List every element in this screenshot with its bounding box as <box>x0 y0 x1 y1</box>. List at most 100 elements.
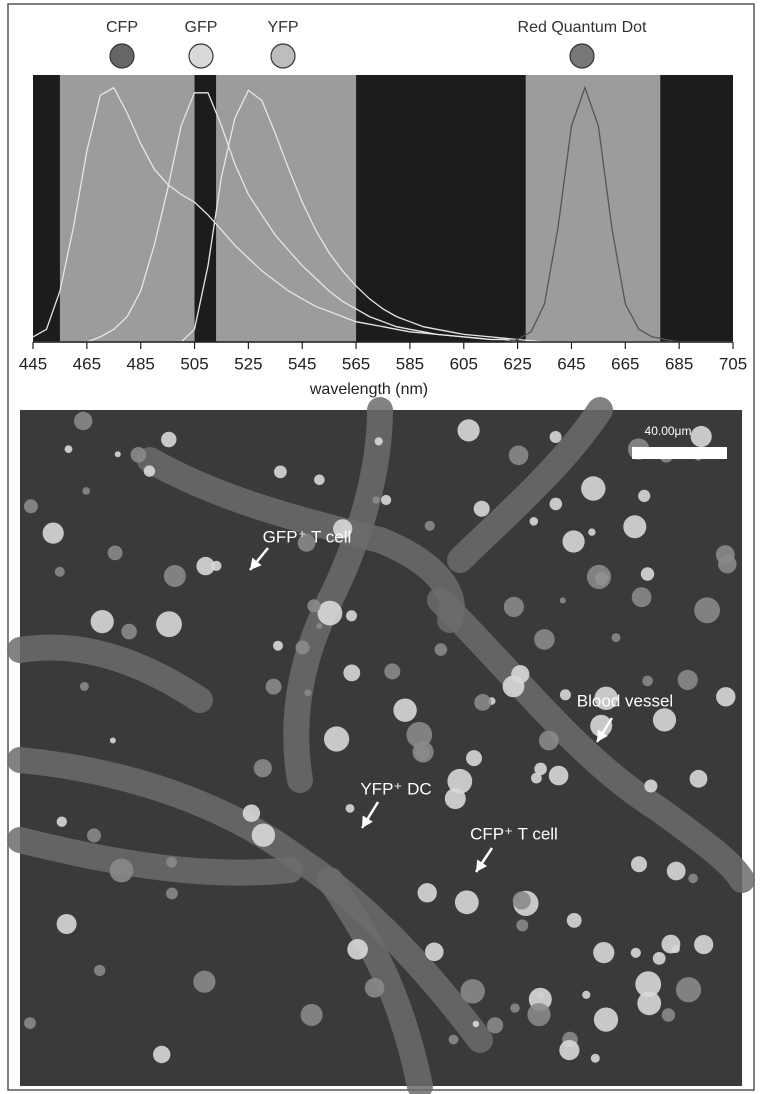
cell <box>393 699 416 722</box>
legend-marker <box>271 44 295 68</box>
cell <box>381 495 391 505</box>
cell <box>243 805 260 822</box>
cell <box>582 991 590 999</box>
cell <box>304 689 311 696</box>
cell <box>676 977 701 1002</box>
x-tick-label: 445 <box>19 354 47 373</box>
cell <box>115 451 121 457</box>
cell <box>24 499 38 513</box>
annotation: GFP⁺ T cell <box>263 527 352 546</box>
cell <box>539 731 559 751</box>
legend-marker <box>570 44 594 68</box>
x-tick-label: 625 <box>503 354 531 373</box>
cell <box>346 804 355 813</box>
cell <box>372 496 379 503</box>
cell <box>252 824 275 847</box>
cell <box>594 1008 618 1032</box>
cell <box>166 857 177 868</box>
cell <box>716 687 735 706</box>
cell <box>509 446 529 466</box>
cell <box>623 515 646 538</box>
cell <box>716 545 735 564</box>
x-tick-label: 525 <box>234 354 262 373</box>
scale-bar <box>632 447 727 459</box>
cell <box>530 517 539 526</box>
x-tick-label: 465 <box>73 354 101 373</box>
cell <box>487 1017 503 1033</box>
cell <box>110 738 116 744</box>
cell <box>581 476 605 500</box>
cell <box>635 971 661 997</box>
x-tick-label: 705 <box>719 354 747 373</box>
cell <box>375 437 383 445</box>
cell <box>563 530 585 552</box>
cell <box>65 445 73 453</box>
cell <box>511 665 529 683</box>
legend-marker <box>110 44 134 68</box>
cell <box>193 971 215 993</box>
cell <box>455 890 479 914</box>
cell <box>593 942 614 963</box>
cell <box>43 523 64 544</box>
cell <box>641 567 654 580</box>
legend-label: YFP <box>267 19 298 36</box>
cell <box>559 1040 579 1060</box>
cell <box>153 1046 170 1063</box>
cell <box>74 412 92 430</box>
cell <box>516 919 528 931</box>
cell <box>296 641 310 655</box>
cell <box>347 939 368 960</box>
cell <box>694 935 713 954</box>
cell <box>121 624 137 640</box>
filter-band <box>60 75 195 342</box>
cell <box>435 643 448 656</box>
cell <box>445 788 466 809</box>
cell <box>318 601 343 626</box>
legend-marker <box>189 44 213 68</box>
cell <box>474 501 490 517</box>
cell <box>406 722 432 748</box>
cell <box>24 1017 36 1029</box>
cell <box>632 587 652 607</box>
cell <box>690 770 708 788</box>
cell <box>110 859 134 883</box>
filter-band <box>526 75 661 342</box>
cell <box>164 565 186 587</box>
cell <box>678 670 698 690</box>
cell <box>324 726 349 751</box>
cell <box>550 498 563 511</box>
cell <box>688 874 698 884</box>
cell <box>346 610 357 621</box>
cell <box>425 521 435 531</box>
cell <box>466 750 482 766</box>
cell <box>550 431 562 443</box>
cell <box>504 597 524 617</box>
cell <box>631 856 647 872</box>
cell <box>94 965 105 976</box>
annotation: CFP⁺ T cell <box>470 824 558 843</box>
cell <box>80 682 89 691</box>
cell <box>166 888 178 900</box>
cell <box>510 1003 519 1012</box>
cell <box>161 432 176 447</box>
spectrum-chart: CFPGFPYFPRed Quantum Dot4454654855055255… <box>19 19 747 398</box>
cell <box>57 914 77 934</box>
cell <box>425 943 444 962</box>
legend-label: CFP <box>106 19 138 36</box>
cell <box>274 466 287 479</box>
cell <box>560 689 571 700</box>
cell <box>82 487 90 495</box>
cell <box>57 817 67 827</box>
cell <box>196 557 214 575</box>
cell <box>307 599 320 612</box>
micrograph: 40.00μmGFP⁺ T cellBlood vesselYFP⁺ DCCFP… <box>20 410 742 1086</box>
cell <box>449 1035 459 1045</box>
cell <box>144 465 155 476</box>
cell <box>365 978 385 998</box>
cell <box>314 475 325 486</box>
cell <box>691 426 712 447</box>
x-tick-label: 505 <box>180 354 208 373</box>
cell <box>266 679 282 695</box>
cell <box>638 490 650 502</box>
annotation: Blood vessel <box>577 691 673 710</box>
